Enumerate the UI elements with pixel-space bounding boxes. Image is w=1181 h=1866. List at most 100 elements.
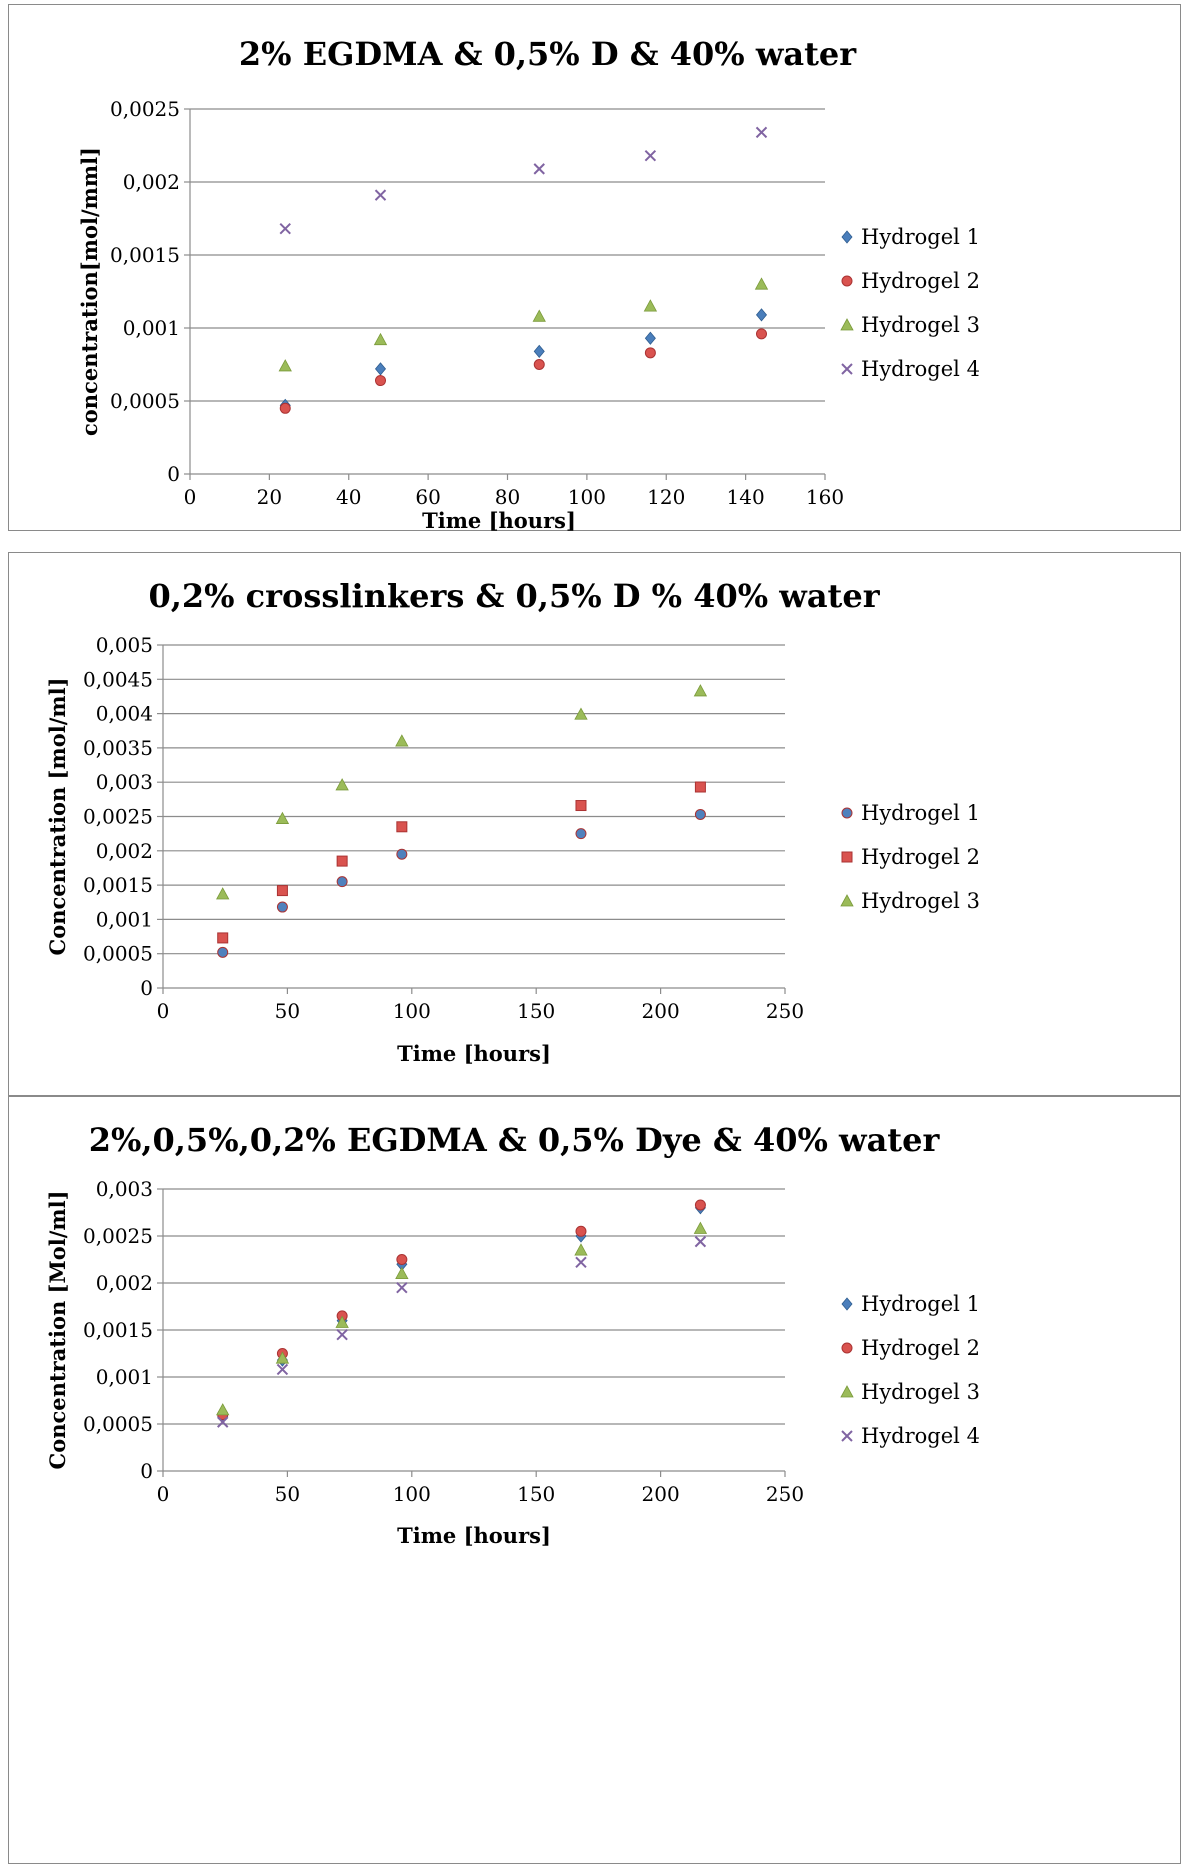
y-tick-label: 0,002 <box>123 170 180 194</box>
x-tick-label: 150 <box>517 1482 555 1506</box>
y-tick-label: 0,0025 <box>83 1224 153 1248</box>
y-tick-label: 0 <box>140 1459 153 1483</box>
x-tick-label: 200 <box>642 1482 680 1506</box>
data-point <box>396 848 408 860</box>
chart-panel-3: 2%,0,5%,0,2% EGDMA & 0,5% Dye & 40% wate… <box>8 1096 1181 1864</box>
series-1 <box>217 1201 706 1424</box>
data-point <box>396 1281 408 1294</box>
chart-title: 0,2% crosslinkers & 0,5% D % 40% water <box>148 577 880 615</box>
data-point <box>217 1416 229 1428</box>
legend-marker <box>841 851 853 863</box>
x-tick-label: 120 <box>647 485 685 509</box>
data-point <box>575 1225 587 1237</box>
data-point <box>217 946 229 958</box>
data-point <box>276 1363 289 1376</box>
data-point <box>694 808 706 820</box>
data-point <box>336 1328 348 1341</box>
data-point <box>335 1315 349 1328</box>
series-3 <box>278 277 769 372</box>
data-point <box>374 362 387 376</box>
series-1 <box>217 808 706 958</box>
data-point <box>575 828 587 840</box>
x-axis-label: Time [hours] <box>397 1523 551 1548</box>
data-point <box>532 309 546 322</box>
y-axis-label: concentration[mol/mml] <box>77 147 102 436</box>
data-point <box>755 308 768 322</box>
legend-marker <box>840 1385 854 1398</box>
legend-label: Hydrogel 3 <box>861 889 980 913</box>
x-tick-label: 0 <box>157 999 170 1023</box>
data-point <box>694 1199 706 1211</box>
y-tick-label: 0,0045 <box>83 667 153 691</box>
y-tick-label: 0 <box>167 462 180 486</box>
chart-1-svg: 2% EGDMA & 0,5% D & 40% water 0 0,0005 0,00… <box>77 35 980 532</box>
x-tick-label: 140 <box>727 485 765 509</box>
x-axis-label: Time [hours] <box>422 508 576 532</box>
data-point <box>216 887 230 900</box>
chart-panel-1: 2% EGDMA & 0,5% D & 40% water 0 0,0005 0,00… <box>8 4 1181 532</box>
legend-marker <box>841 1297 853 1311</box>
data-point <box>374 189 387 201</box>
legend-label: Hydrogel 2 <box>861 269 980 293</box>
legend-label: Hydrogel 4 <box>861 357 980 381</box>
x-axis-label: Time [hours] <box>397 1041 551 1066</box>
y-tick-label: 0,005 <box>96 633 153 657</box>
data-point <box>335 778 349 791</box>
series-2 <box>217 781 706 944</box>
data-point <box>275 1351 290 1364</box>
x-tick-label: 80 <box>495 485 520 509</box>
y-tick-label: 0,004 <box>96 702 153 726</box>
x-tick-label: 100 <box>568 485 606 509</box>
y-tick-label: 0,0015 <box>83 1318 153 1342</box>
data-point <box>575 800 587 812</box>
y-tick-label: 0,0005 <box>83 942 153 966</box>
series-4 <box>279 126 768 235</box>
data-point <box>216 1403 230 1416</box>
chart-title: 2% EGDMA & 0,5% D & 40% water <box>239 35 857 73</box>
x-tick-label: 50 <box>275 1482 300 1506</box>
legend-marker <box>841 807 853 819</box>
legend-label: Hydrogel 4 <box>861 1424 980 1448</box>
series-4 <box>217 1235 707 1428</box>
legend-marker <box>841 1342 853 1354</box>
x-tick-label: 100 <box>393 999 431 1023</box>
data-point <box>643 299 658 312</box>
data-point <box>694 1235 707 1248</box>
y-axis-label: Concentration [mol/ml] <box>45 678 70 956</box>
series-3 <box>216 1221 708 1416</box>
data-point <box>279 223 291 235</box>
data-point <box>644 331 656 345</box>
y-tick-label: 0,0005 <box>110 389 180 413</box>
y-tick-label: 0,002 <box>96 839 153 863</box>
data-point <box>336 876 348 888</box>
y-tick-label: 0,0035 <box>83 736 153 760</box>
data-point <box>375 375 386 387</box>
legend-label: Hydrogel 3 <box>861 313 980 337</box>
data-point <box>336 855 348 867</box>
x-tick-label: 50 <box>275 999 300 1023</box>
y-tick-label: 0 <box>140 976 153 1000</box>
x-tick-label: 0 <box>157 1482 170 1506</box>
y-tick-label: 0,003 <box>96 1177 153 1201</box>
data-point <box>756 328 767 340</box>
data-point <box>396 1254 408 1265</box>
x-tick-label: 250 <box>766 999 804 1023</box>
series-2 <box>279 328 767 414</box>
y-tick-label: 0,0025 <box>110 97 180 121</box>
series-1 <box>279 308 768 413</box>
data-point <box>373 332 388 346</box>
data-point <box>276 901 288 913</box>
data-point <box>574 1243 588 1256</box>
data-point <box>754 277 769 290</box>
data-point <box>755 126 768 139</box>
data-point <box>694 781 706 793</box>
data-point <box>276 885 288 897</box>
x-tick-label: 40 <box>336 485 361 509</box>
legend-marker <box>841 230 853 244</box>
data-point <box>644 150 657 162</box>
legend-marker <box>841 275 853 287</box>
legend-marker <box>841 363 853 375</box>
x-tick-label: 20 <box>257 485 282 509</box>
data-point <box>533 359 545 370</box>
legend-label: Hydrogel 1 <box>861 801 980 825</box>
